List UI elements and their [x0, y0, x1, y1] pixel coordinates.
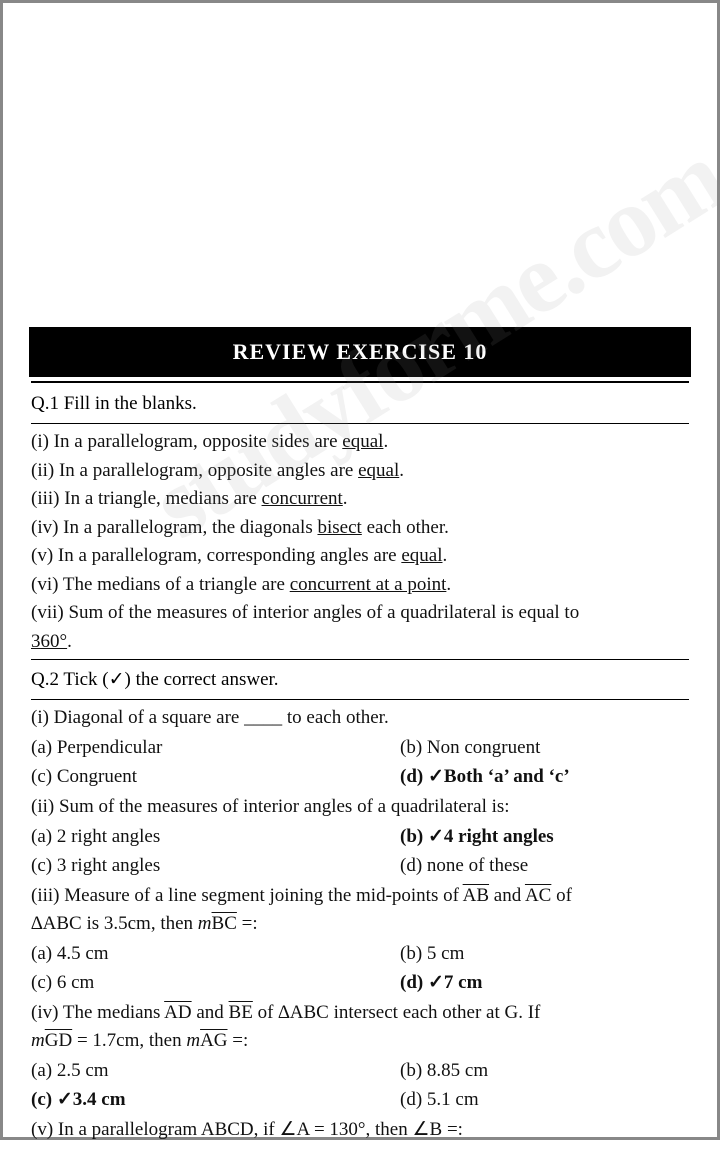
q1-item: (ii) In a parallelogram, opposite angles…: [31, 460, 353, 481]
q2-heading: Q.2 Tick (✓) the correct answer.: [31, 664, 689, 695]
q2-body: (i) Diagonal of a square are ____ to eac…: [31, 704, 689, 1143]
q1-body: (i) In a parallelogram, opposite sides a…: [31, 428, 689, 655]
q2-i-a: (a) Perpendicular: [31, 733, 360, 763]
divider: [31, 423, 689, 424]
q2-ii-stem: (ii) Sum of the measures of interior ang…: [31, 793, 689, 821]
q2-iii-b: (b) 5 cm: [360, 939, 689, 969]
q1-item: (vi) The medians of a triangle are: [31, 574, 285, 595]
q1-item: (vii) Sum of the measures of interior an…: [31, 602, 579, 623]
q2-iv-d: (d) 5.1 cm: [360, 1085, 689, 1115]
q2-iii-d: (d) ✓7 cm: [360, 968, 689, 998]
divider: [31, 659, 689, 660]
q1-item: (iii) In a triangle, medians are: [31, 488, 257, 509]
q1-item: (v) In a parallelogram, corresponding an…: [31, 545, 397, 566]
q1-item: (iv) In a parallelogram, the diagonals: [31, 517, 313, 538]
divider: [31, 699, 689, 700]
q2-v-stem: (v) In a parallelogram ABCD, if ∠A = 130…: [31, 1116, 689, 1144]
q2-i-c: (c) Congruent: [31, 762, 360, 792]
q2-iv-b: (b) 8.85 cm: [360, 1056, 689, 1086]
q2-iv-a: (a) 2.5 cm: [31, 1056, 360, 1086]
q2-i-stem: (i) Diagonal of a square are ____ to eac…: [31, 704, 689, 732]
q2-iv-stem: (iv) The medians AD and BE of ∆ABC inter…: [31, 999, 689, 1027]
divider: [31, 381, 689, 383]
exercise-title-bar: REVIEW EXERCISE 10: [31, 329, 689, 375]
q2-iv-c: (c) ✓3.4 cm: [31, 1085, 360, 1115]
q2-ii-c: (c) 3 right angles: [31, 851, 360, 881]
q2-ii-b: (b) ✓4 right angles: [360, 822, 689, 852]
q1-heading: Q.1 Fill in the blanks.: [31, 389, 689, 419]
q2-i-b: (b) Non congruent: [360, 733, 689, 763]
q2-i-d: (d) ✓Both ‘a’ and ‘c’: [360, 762, 689, 792]
q2-ii-d: (d) none of these: [360, 851, 689, 881]
q1-item: (i) In a parallelogram, opposite sides a…: [31, 431, 338, 452]
q2-ii-a: (a) 2 right angles: [31, 822, 360, 852]
q2-iii-stem: (iii) Measure of a line segment joining …: [31, 882, 689, 910]
q2-iii-a: (a) 4.5 cm: [31, 939, 360, 969]
q2-iii-c: (c) 6 cm: [31, 968, 360, 998]
